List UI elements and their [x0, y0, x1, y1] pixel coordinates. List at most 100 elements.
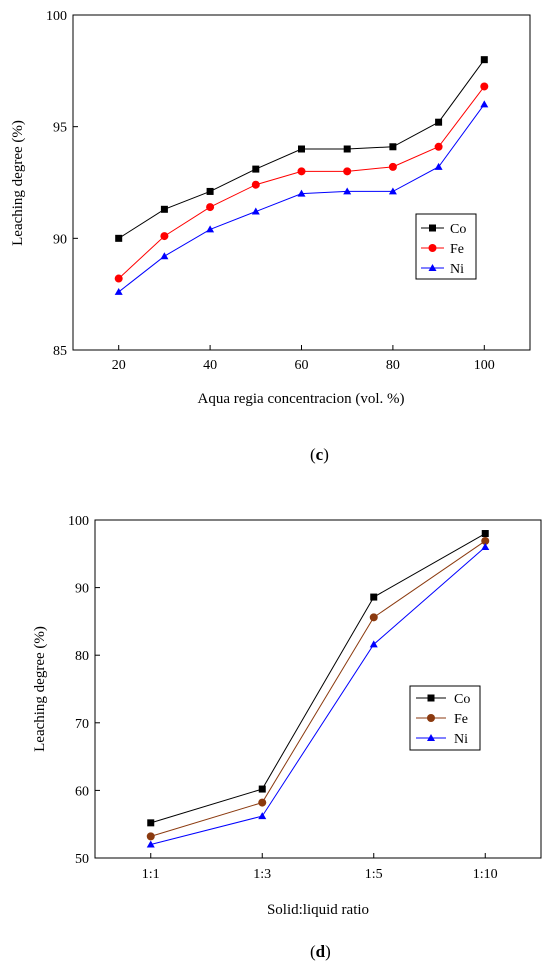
y-tick-label-c: 95	[53, 121, 67, 136]
legend-d: Co Fe Ni	[409, 685, 481, 751]
series-group-c	[114, 56, 489, 295]
x-tick-label-c: 100	[474, 358, 495, 373]
x-tick-label-c: 40	[203, 358, 217, 373]
legend-marker-d-co	[427, 694, 435, 702]
data-point-d-fe	[258, 798, 267, 807]
legend-marker-c-co	[429, 224, 436, 232]
caption-d-letter: d	[315, 942, 326, 961]
data-point-d-fe	[146, 832, 155, 841]
data-point-c-co	[435, 118, 443, 126]
data-point-c-co	[343, 145, 351, 153]
legend-label-c-co: Co	[450, 222, 466, 237]
series-line-d-fe	[150, 540, 486, 837]
caption-c-close: )	[323, 445, 329, 464]
data-point-c-co	[160, 205, 168, 213]
data-point-d-ni	[481, 543, 490, 551]
data-point-c-co	[115, 234, 123, 242]
data-point-d-fe	[481, 536, 490, 545]
y-tick-label-d: 60	[75, 784, 89, 799]
data-point-c-ni	[388, 187, 397, 195]
y-axis-label-c: Leaching degree (%)	[10, 120, 26, 246]
data-point-c-fe	[251, 180, 260, 189]
data-point-c-ni	[343, 187, 352, 195]
caption-c: (c)	[310, 445, 329, 465]
series-line-d-ni	[150, 546, 486, 845]
x-tick-label-d: 1:5	[365, 867, 383, 882]
data-point-c-fe	[297, 167, 306, 176]
series-line-d-co	[150, 533, 486, 824]
data-point-c-ni	[251, 207, 260, 215]
legend-marker-d-ni	[427, 734, 435, 741]
caption-c-letter: c	[315, 445, 324, 464]
data-point-c-ni	[114, 287, 123, 295]
data-point-d-ni	[369, 640, 378, 648]
data-point-c-fe	[480, 82, 489, 91]
legend-label-d-ni: Ni	[454, 732, 468, 747]
data-point-c-ni	[480, 100, 489, 108]
data-point-c-ni	[434, 162, 443, 170]
x-tick-label-d: 1:3	[253, 867, 271, 882]
y-axis-label-d: Leaching degree (%)	[32, 626, 48, 752]
caption-d-close: )	[325, 942, 331, 961]
y-tick-label-d: 50	[75, 852, 89, 867]
x-tick-label-c: 20	[112, 358, 126, 373]
plot-frame-d	[94, 519, 542, 859]
chart-c: 85 90 95 100 20 40 60 80 100 Aqua regia concent…	[10, 9, 531, 407]
series-d-co	[147, 530, 489, 827]
y-tick-label-d: 100	[68, 514, 89, 529]
y-tick-label-d: 90	[75, 582, 89, 597]
data-point-c-ni	[206, 225, 215, 233]
series-c-fe	[114, 82, 489, 283]
caption-d: (d)	[310, 942, 331, 962]
x-axis-label-d: Solid:liquid ratio	[267, 902, 369, 918]
legend-c: Co Fe Ni	[415, 213, 477, 280]
data-point-c-co	[298, 145, 305, 153]
data-point-d-ni	[258, 812, 267, 820]
data-point-c-fe	[388, 162, 397, 171]
legend-label-c-fe: Fe	[450, 242, 464, 257]
y-tick-label-c: 85	[53, 344, 67, 359]
data-point-d-co	[370, 593, 378, 601]
series-d-ni	[146, 543, 490, 848]
legend-box-c	[415, 213, 477, 280]
legend-marker-c-fe	[428, 244, 437, 252]
legend-label-d-co: Co	[454, 692, 470, 707]
y-tick-label-d: 80	[75, 649, 89, 664]
y-tick-label-d: 70	[75, 717, 89, 732]
legend-label-c-ni: Ni	[450, 262, 464, 277]
data-point-c-fe	[160, 232, 169, 241]
legend-marker-c-ni	[428, 264, 437, 271]
data-point-d-co	[481, 530, 489, 538]
data-point-c-fe	[206, 203, 215, 212]
x-tick-label-c: 80	[386, 358, 400, 373]
x-tick-label-d: 1:10	[473, 867, 498, 882]
data-point-c-co	[480, 56, 488, 64]
caption-d-open: (	[310, 942, 316, 961]
series-d-fe	[146, 536, 490, 841]
caption-c-open: (	[310, 445, 316, 464]
series-c-co	[115, 56, 488, 242]
data-point-c-fe	[434, 142, 443, 151]
x-tick-label-c: 60	[295, 358, 309, 373]
data-point-c-ni	[160, 252, 169, 260]
y-tick-label-c: 90	[53, 232, 67, 247]
data-point-c-ni	[297, 189, 306, 197]
data-point-c-co	[389, 143, 397, 151]
data-point-d-ni	[146, 840, 155, 848]
legend-label-d-fe: Fe	[454, 712, 468, 727]
data-point-c-co	[206, 187, 214, 195]
legend-marker-d-fe	[427, 714, 435, 722]
plot-frame-c	[72, 14, 531, 351]
x-ticks-c: 20 40 60 80 100	[112, 345, 495, 373]
x-tick-label-d: 1:1	[142, 867, 160, 882]
data-point-c-fe	[343, 167, 352, 176]
x-ticks-d: 1:1 1:3 1:5 1:10	[142, 853, 498, 882]
data-point-d-fe	[369, 613, 378, 622]
data-point-d-co	[258, 785, 266, 793]
data-point-c-co	[252, 165, 260, 173]
data-point-c-fe	[114, 274, 123, 283]
series-c-ni	[114, 100, 489, 295]
x-axis-label-c: Aqua regia concentracion (vol. %)	[198, 391, 405, 407]
y-tick-label-c: 100	[46, 9, 67, 24]
